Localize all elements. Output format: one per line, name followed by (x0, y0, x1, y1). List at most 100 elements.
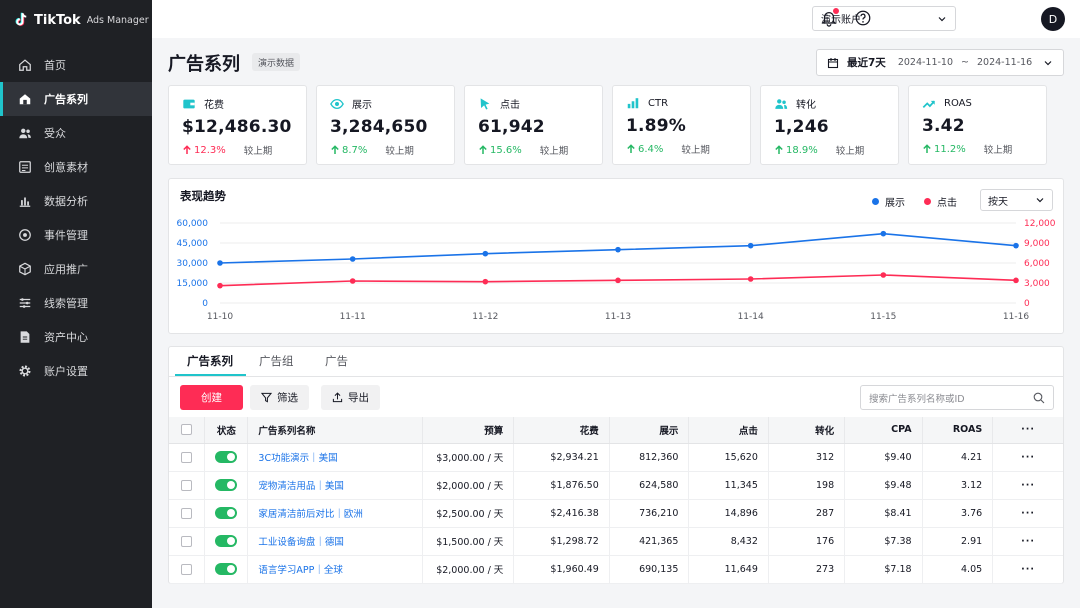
clicks-cell: 11,649 (688, 555, 769, 584)
kpi-delta: 11.2% (922, 144, 966, 155)
row-checkbox[interactable] (181, 507, 193, 519)
export-button[interactable]: 导出 (321, 385, 380, 410)
data-point (482, 250, 489, 257)
kpi-delta-value: 12.3% (194, 144, 226, 156)
sidebar-item-1[interactable]: 广告系列 (0, 82, 152, 116)
export-icon (332, 392, 343, 403)
sidebar-item-0[interactable]: 首页 (0, 48, 152, 82)
data-point (217, 260, 223, 266)
sidebar-item-9[interactable]: 账户设置 (0, 354, 152, 388)
date-range-picker[interactable]: 最近7天 2024-11-10 ~ 2024-11-16 (816, 49, 1064, 76)
data-point (482, 278, 489, 285)
row-select-cell[interactable] (169, 499, 206, 528)
sidebar-item-7[interactable]: 线索管理 (0, 286, 152, 320)
kpi-card-ctr[interactable]: CTR 1.89% 6.4% 较上期 (612, 85, 751, 165)
column-header-name[interactable]: 广告系列名称 (247, 417, 423, 444)
y-left-tick-label: 15,000 (177, 279, 209, 289)
table-row[interactable]: 工业设备询盘｜德国 $1,500.00 / 天 $1,298.72 421,365 8,… (169, 527, 1063, 556)
brand[interactable]: TikTok Ads Manager (0, 0, 152, 40)
status-cell[interactable] (204, 555, 249, 584)
column-header-clicks[interactable]: 点击 (688, 417, 769, 444)
kpi-card-clicks[interactable]: 点击 61,942 15.6% 较上期 (464, 85, 603, 165)
row-checkbox[interactable] (181, 479, 193, 491)
legend-item-impressions[interactable]: 展示 (872, 194, 905, 209)
row-more-button[interactable]: ··· (992, 471, 1063, 500)
legend-label: 展示 (885, 198, 905, 209)
tab-ad-groups[interactable]: 广告组 (259, 354, 294, 368)
legend-item-clicks[interactable]: 点击 (924, 194, 957, 209)
create-button[interactable]: 创建 (180, 385, 243, 410)
tab-campaigns[interactable]: 广告系列 (187, 354, 233, 368)
sidebar-item-2[interactable]: 受众 (0, 116, 152, 150)
conversions-cell: 312 (768, 443, 846, 472)
status-cell[interactable] (204, 527, 249, 556)
kpi-card-spend[interactable]: 花费 $12,486.30 12.3% 较上期 (168, 85, 307, 165)
table-row[interactable]: 3C功能演示｜美国 $3,000.00 / 天 $2,934.21 812,360 15… (169, 443, 1063, 472)
status-toggle[interactable] (215, 507, 238, 519)
column-header-budget[interactable]: 预算 (422, 417, 515, 444)
column-header-roas[interactable]: ROAS (922, 417, 994, 444)
status-toggle[interactable] (215, 563, 238, 575)
y-right-tick-label: 12,000 (1024, 219, 1056, 229)
kpi-card-impressions[interactable]: 展示 3,284,650 8.7% 较上期 (316, 85, 455, 165)
status-toggle[interactable] (215, 535, 238, 547)
sidebar-item-5[interactable]: 事件管理 (0, 218, 152, 252)
tab-ads[interactable]: 广告 (325, 354, 348, 368)
campaign-name-link[interactable]: 宠物清洁用品｜美国 (247, 471, 423, 500)
kpi-card-conversions[interactable]: 转化 1,246 18.9% 较上期 (760, 85, 899, 165)
select-all-checkbox[interactable] (181, 424, 193, 436)
row-checkbox[interactable] (181, 451, 193, 463)
campaign-search-input[interactable]: 搜索广告系列名称或ID (860, 385, 1054, 410)
table-row[interactable]: 宠物清洁用品｜美国 $2,000.00 / 天 $1,876.50 624,580 11… (169, 471, 1063, 500)
status-cell[interactable] (204, 499, 249, 528)
row-select-cell[interactable] (169, 555, 206, 584)
table-row[interactable]: 语言学习APP｜全球 $2,000.00 / 天 $1,960.49 690,135 1… (169, 555, 1063, 584)
account-select[interactable]: 演示账户 (812, 6, 956, 31)
sidebar-item-6[interactable]: 应用推广 (0, 252, 152, 286)
data-point (217, 282, 223, 289)
campaign-name-link[interactable]: 3C功能演示｜美国 (247, 443, 423, 472)
column-header-cpa[interactable]: CPA (844, 417, 923, 444)
row-more-button[interactable]: ··· (992, 527, 1063, 556)
avatar[interactable]: D (1041, 7, 1065, 31)
creative-icon (18, 160, 32, 174)
x-tick-label: 11-15 (870, 312, 896, 322)
search-icon[interactable] (1033, 392, 1045, 404)
cpa-cell: $7.18 (844, 555, 923, 584)
row-select-cell[interactable] (169, 471, 206, 500)
row-more-button[interactable]: ··· (992, 499, 1063, 528)
filter-button[interactable]: 筛选 (250, 385, 309, 410)
status-toggle[interactable] (215, 451, 238, 463)
sidebar-item-4[interactable]: 数据分析 (0, 184, 152, 218)
campaign-name-link[interactable]: 家居清洁前后对比｜欧洲 (247, 499, 423, 528)
select-all-cell[interactable] (169, 417, 206, 444)
column-settings-button[interactable]: ··· (992, 417, 1063, 444)
x-tick-label: 11-11 (340, 312, 366, 322)
status-toggle[interactable] (215, 479, 238, 491)
sidebar-item-3[interactable]: 创意素材 (0, 150, 152, 184)
help-icon[interactable] (854, 9, 872, 27)
data-point (747, 276, 754, 282)
row-select-cell[interactable] (169, 443, 206, 472)
column-header-conversions[interactable]: 转化 (768, 417, 846, 444)
row-checkbox[interactable] (181, 563, 193, 575)
campaign-name-link[interactable]: 工业设备询盘｜德国 (247, 527, 423, 556)
status-cell[interactable] (204, 443, 249, 472)
status-cell[interactable] (204, 471, 249, 500)
column-header-impressions[interactable]: 展示 (609, 417, 690, 444)
column-header-spend[interactable]: 花费 (513, 417, 610, 444)
kpi-label: 展示 (352, 100, 372, 111)
granularity-select[interactable]: 按天 (980, 189, 1053, 211)
row-more-button[interactable]: ··· (992, 555, 1063, 584)
column-header-status[interactable]: 状态 (204, 417, 249, 444)
kpi-card-roas[interactable]: ROAS 3.42 11.2% 较上期 (908, 85, 1047, 165)
table-row[interactable]: 家居清洁前后对比｜欧洲 $2,500.00 / 天 $2,416.38 736,210… (169, 499, 1063, 528)
conversions-cell: 273 (768, 555, 846, 584)
row-more-button[interactable]: ··· (992, 443, 1063, 472)
row-checkbox[interactable] (181, 535, 193, 547)
bell-icon[interactable] (820, 9, 838, 27)
cursor-icon (480, 97, 490, 110)
sidebar-item-8[interactable]: 资产中心 (0, 320, 152, 354)
campaign-name-link[interactable]: 语言学习APP｜全球 (247, 555, 423, 584)
row-select-cell[interactable] (169, 527, 206, 556)
